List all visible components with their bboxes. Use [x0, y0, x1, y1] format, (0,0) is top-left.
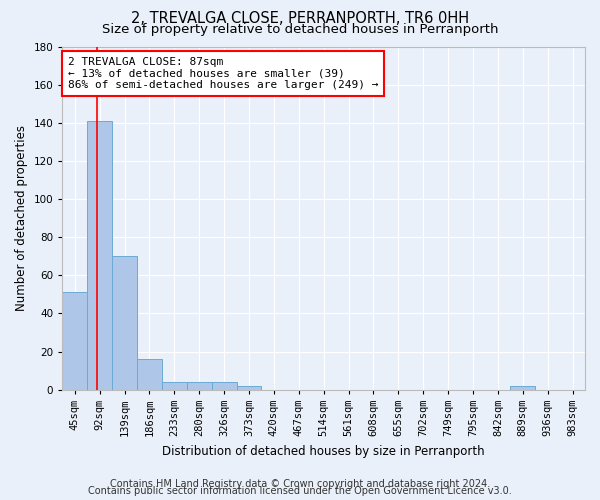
X-axis label: Distribution of detached houses by size in Perranporth: Distribution of detached houses by size …	[163, 444, 485, 458]
Bar	[87, 121, 112, 390]
Text: Contains HM Land Registry data © Crown copyright and database right 2024.: Contains HM Land Registry data © Crown c…	[110, 479, 490, 489]
Bar	[511, 386, 535, 390]
Text: 2, TREVALGA CLOSE, PERRANPORTH, TR6 0HH: 2, TREVALGA CLOSE, PERRANPORTH, TR6 0HH	[131, 11, 469, 26]
Bar	[62, 292, 87, 390]
Bar	[112, 256, 137, 390]
Text: 2 TREVALGA CLOSE: 87sqm
← 13% of detached houses are smaller (39)
86% of semi-de: 2 TREVALGA CLOSE: 87sqm ← 13% of detache…	[68, 57, 378, 90]
Text: Size of property relative to detached houses in Perranporth: Size of property relative to detached ho…	[102, 22, 498, 36]
Bar	[137, 359, 162, 390]
Bar	[162, 382, 187, 390]
Bar	[187, 382, 212, 390]
Text: Contains public sector information licensed under the Open Government Licence v3: Contains public sector information licen…	[88, 486, 512, 496]
Bar	[212, 382, 236, 390]
Bar	[236, 386, 262, 390]
Y-axis label: Number of detached properties: Number of detached properties	[15, 125, 28, 311]
